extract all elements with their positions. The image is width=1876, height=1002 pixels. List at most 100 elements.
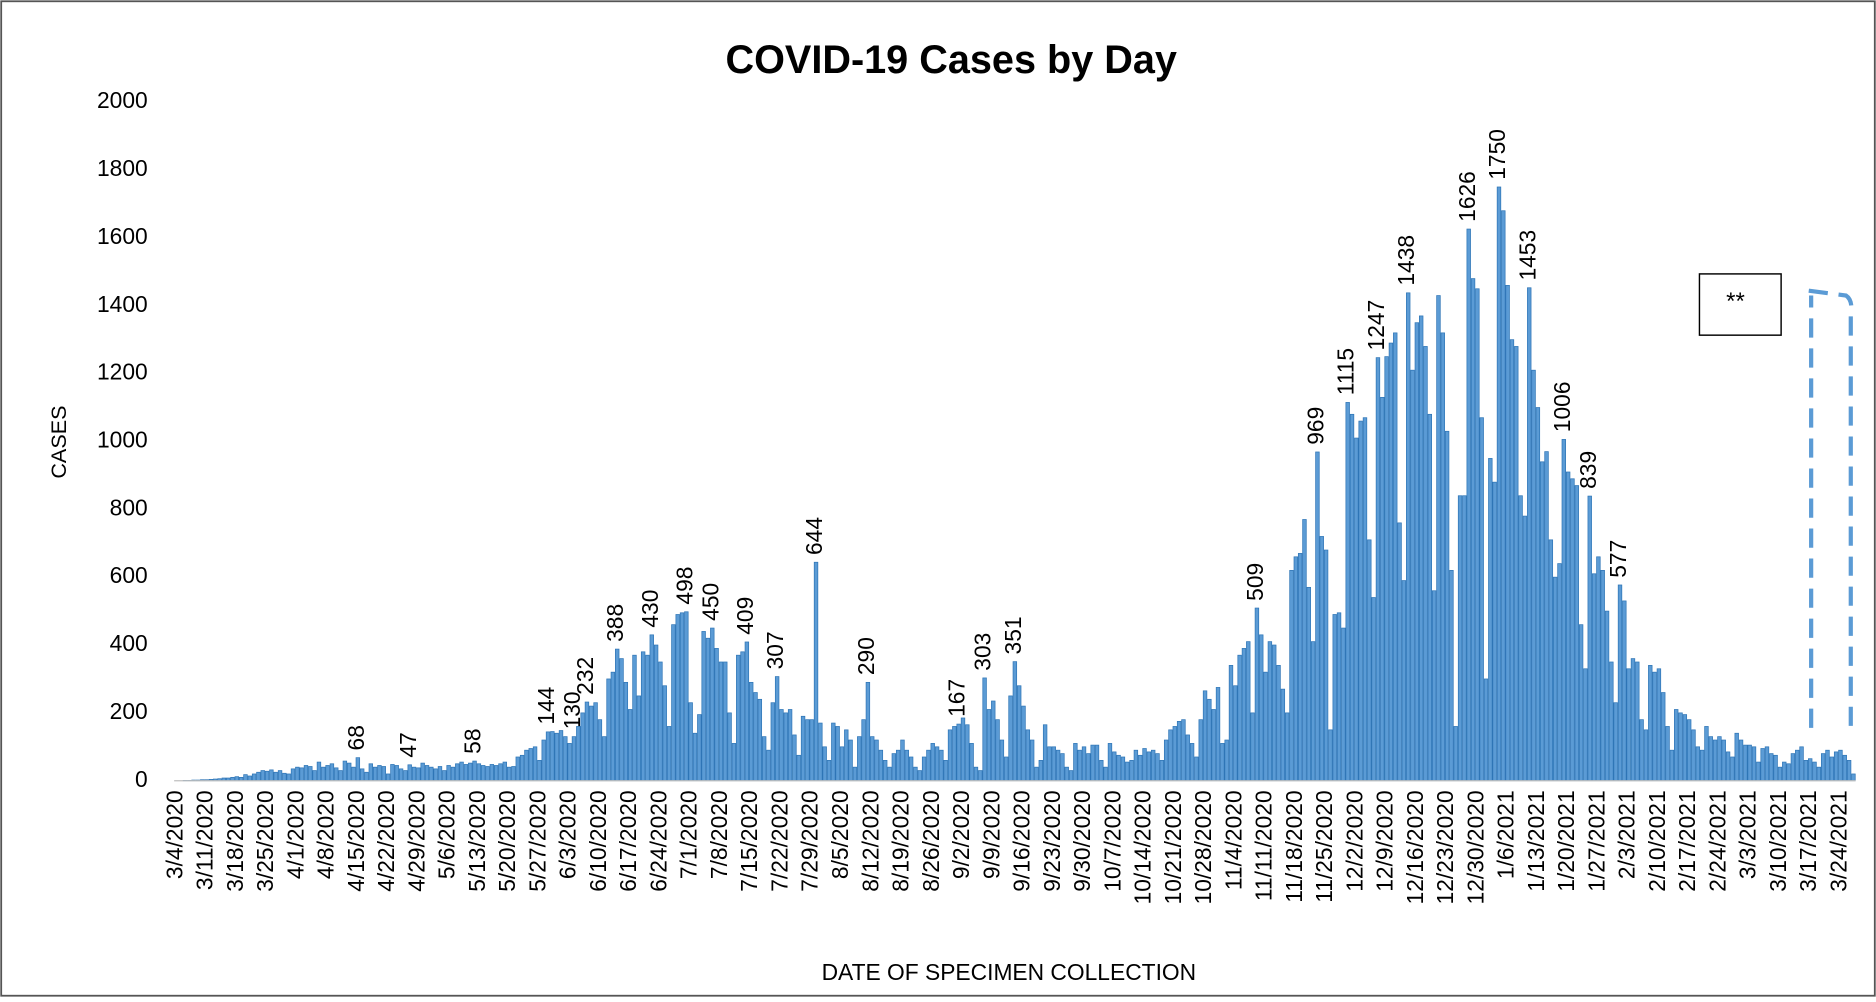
bar (1774, 755, 1778, 780)
bar (1251, 713, 1255, 781)
bar (1463, 496, 1467, 781)
y-tick-label: 1200 (97, 359, 148, 385)
bar (883, 760, 887, 780)
bar (373, 767, 377, 781)
bar (395, 765, 399, 780)
bar (1445, 431, 1449, 780)
bar (1061, 754, 1065, 781)
bar (1298, 553, 1302, 780)
bar (468, 763, 472, 781)
bar (356, 758, 360, 781)
bar (598, 720, 602, 781)
bar (244, 775, 248, 781)
bar (1009, 696, 1013, 781)
bar (1242, 648, 1246, 780)
bar (287, 774, 291, 781)
data-label: 577 (1605, 540, 1631, 578)
bar (961, 718, 965, 781)
bar (672, 625, 676, 781)
bar (1450, 570, 1454, 780)
bar (1342, 628, 1346, 781)
bar (1048, 747, 1052, 781)
bar (1074, 743, 1078, 780)
bar (922, 757, 926, 781)
bar (1169, 730, 1173, 781)
bar (1303, 519, 1307, 780)
bar (866, 682, 870, 780)
bar (931, 743, 935, 780)
bar (646, 655, 650, 781)
bar (1545, 452, 1549, 781)
bar (832, 723, 836, 781)
bar (1493, 482, 1497, 781)
bar (589, 706, 593, 781)
bar (1467, 229, 1471, 781)
x-tick-label: 6/24/2020 (645, 790, 671, 891)
bar (1778, 767, 1782, 781)
bar (1489, 458, 1493, 780)
bar (464, 764, 468, 780)
bar (1739, 740, 1743, 781)
bar (849, 740, 853, 781)
bar (1614, 703, 1618, 781)
bar (1631, 659, 1635, 781)
bar (1696, 747, 1700, 781)
x-tick-label: 9/30/2020 (1069, 790, 1095, 891)
bar (1402, 581, 1406, 781)
bar (425, 765, 429, 780)
bar (1839, 750, 1843, 781)
data-label: 409 (732, 597, 758, 635)
bar (633, 655, 637, 781)
bar (1138, 755, 1142, 780)
bar (1043, 725, 1047, 781)
bar (564, 737, 568, 781)
bar (1259, 635, 1263, 781)
bar (1471, 279, 1475, 781)
bar (710, 628, 714, 781)
bar (572, 737, 576, 781)
data-label: 307 (762, 631, 788, 669)
bar (1428, 414, 1432, 780)
bar (520, 755, 524, 780)
bar (814, 562, 818, 781)
bar (857, 737, 861, 781)
bar (1424, 346, 1428, 780)
x-tick-label: 2/24/2021 (1704, 790, 1730, 891)
bar (352, 767, 356, 781)
bar (1432, 591, 1436, 781)
x-tick-label: 4/29/2020 (403, 790, 429, 891)
bar (334, 768, 338, 781)
bar (1821, 754, 1825, 781)
bar (1536, 408, 1540, 781)
x-tick-label: 3/25/2020 (252, 790, 278, 891)
bar (1246, 642, 1250, 781)
bar (1795, 750, 1799, 781)
data-label: 232 (572, 657, 598, 695)
bar (1195, 757, 1199, 781)
bar (905, 750, 909, 781)
bar (1324, 550, 1328, 781)
bar (451, 767, 455, 781)
bar (1333, 614, 1337, 780)
bar (749, 682, 753, 780)
bar (1316, 452, 1320, 781)
bar (1562, 439, 1566, 780)
bar (296, 767, 300, 781)
bar (1718, 737, 1722, 781)
x-tick-label: 9/16/2020 (1009, 790, 1035, 891)
bar (235, 777, 239, 781)
data-label: 430 (637, 590, 663, 628)
y-tick-label: 1400 (97, 291, 148, 317)
bar (1687, 720, 1691, 781)
bar (1376, 358, 1380, 781)
bar (745, 642, 749, 781)
bar (1527, 288, 1531, 781)
bar (1584, 669, 1588, 781)
bar (862, 720, 866, 781)
bar (1151, 750, 1155, 781)
bar (1549, 540, 1553, 781)
bar (477, 764, 481, 781)
data-label: 644 (801, 517, 827, 555)
bar (983, 678, 987, 781)
